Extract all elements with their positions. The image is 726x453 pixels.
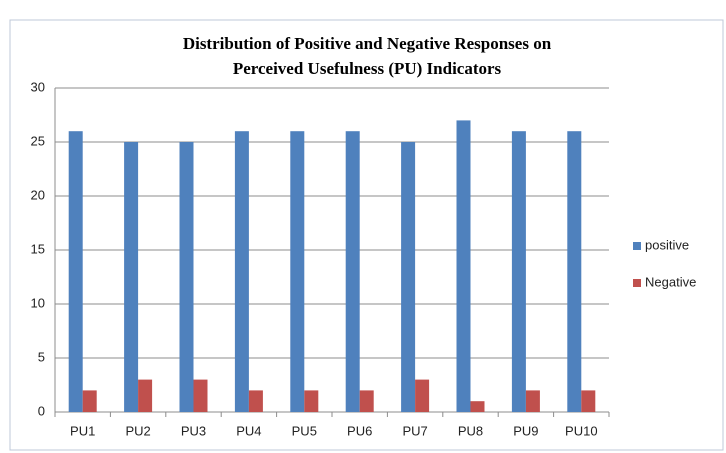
x-tick-label: PU6 <box>347 423 372 438</box>
bar <box>345 131 360 412</box>
x-tick-label: PU9 <box>513 423 538 438</box>
bar <box>304 390 319 412</box>
x-tick-label: PU2 <box>125 423 150 438</box>
bar <box>581 390 596 412</box>
y-tick-label: 15 <box>31 241 45 256</box>
x-tick-label: PU5 <box>292 423 317 438</box>
legend-swatch <box>633 279 641 287</box>
y-tick-label: 20 <box>31 187 45 202</box>
legend-swatch <box>633 242 641 250</box>
x-tick-label: PU4 <box>236 423 261 438</box>
x-tick-label: PU8 <box>458 423 483 438</box>
bar <box>511 131 526 412</box>
bar <box>401 142 416 412</box>
x-tick-label: PU7 <box>402 423 427 438</box>
legend-label: Negative <box>645 274 696 289</box>
x-tick-label: PU3 <box>181 423 206 438</box>
x-tick-label: PU1 <box>70 423 95 438</box>
bar <box>234 131 249 412</box>
bar <box>68 131 83 412</box>
bar <box>193 379 208 412</box>
y-tick-label: 30 <box>31 79 45 94</box>
chart-title: Distribution of Positive and Negative Re… <box>183 34 552 53</box>
bar <box>248 390 263 412</box>
legend-label: positive <box>645 237 689 252</box>
bar <box>138 379 153 412</box>
y-tick-label: 10 <box>31 295 45 310</box>
bar <box>525 390 540 412</box>
bar <box>470 401 485 412</box>
bar <box>124 142 139 412</box>
y-tick-label: 25 <box>31 133 45 148</box>
chart-title: Perceived Usefulness (PU) Indicators <box>233 59 502 78</box>
x-tick-label: PU10 <box>565 423 598 438</box>
y-tick-label: 5 <box>38 349 45 364</box>
bar <box>82 390 97 412</box>
bar <box>567 131 582 412</box>
bar <box>415 379 430 412</box>
bar <box>456 120 471 413</box>
bar <box>359 390 374 412</box>
bar <box>179 142 194 412</box>
y-tick-label: 0 <box>38 403 45 418</box>
chart-frame <box>9 19 724 451</box>
bar <box>290 131 305 412</box>
